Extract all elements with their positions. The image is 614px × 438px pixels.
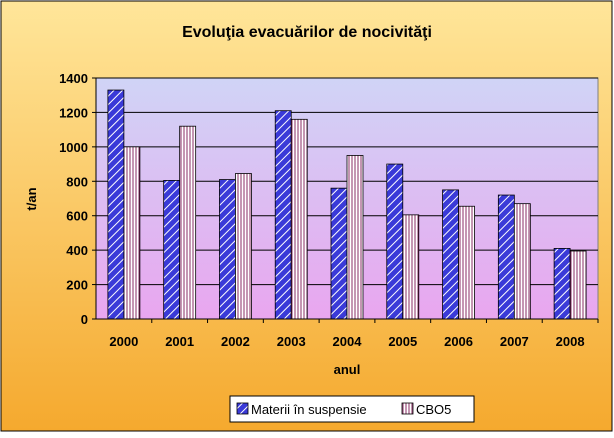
x-tick-label: 2008 (556, 334, 585, 349)
bar-series-2-2002 (235, 173, 252, 320)
y-tick-label: 0 (81, 312, 88, 327)
bar-series-2-2001 (179, 125, 197, 320)
x-tick-label: 2006 (444, 334, 473, 349)
legend-box (229, 395, 475, 423)
y-axis-label: t/an (24, 187, 39, 210)
x-tick-label: 2004 (333, 334, 363, 349)
legend: Materii în suspensie CBO5 (229, 395, 475, 423)
x-tick-label: 2001 (165, 334, 194, 349)
bar-series-2-2007 (513, 203, 531, 320)
x-axis-ticks: 2000 2001 2002 2003 2004 2005 2006 2007 2008 (109, 319, 599, 349)
legend-label-series-1: Materii în suspensie (251, 402, 367, 417)
bar-series-2-2003 (290, 118, 308, 320)
legend-label-series-2: CBO5 (416, 402, 451, 417)
y-tick-label: 1200 (59, 105, 88, 120)
legend-swatch-series-2 (401, 402, 414, 415)
y-tick-label: 200 (66, 278, 88, 293)
bar-series-2-2004 (346, 155, 364, 320)
y-tick-label: 1000 (59, 140, 88, 155)
x-axis-label: anul (334, 362, 361, 377)
bar-series-2-2008 (569, 250, 587, 320)
y-tick-label: 600 (66, 209, 88, 224)
x-tick-label: 2000 (109, 334, 138, 349)
x-tick-label: 2007 (500, 334, 529, 349)
bar-series-1-2003 (274, 110, 292, 320)
y-tick-label: 1400 (59, 71, 88, 86)
bar-series-1-2004 (330, 187, 348, 320)
x-tick-label: 2005 (388, 334, 417, 349)
bar-series-1-2002 (219, 179, 236, 320)
x-tick-label: 2002 (221, 334, 250, 349)
bar-series-1-2006 (442, 189, 459, 320)
bar-series-1-2001 (163, 180, 181, 320)
y-tick-label: 400 (66, 243, 88, 258)
bar-series-1-2008 (553, 248, 571, 320)
bar-series-2-2000 (123, 146, 141, 320)
bar-series-1-2005 (386, 163, 404, 320)
bar-series-1-2000 (107, 89, 125, 320)
bar-series-1-2007 (497, 194, 515, 320)
chart-title: Evoluţia evacuărilor de nocivităţi (182, 24, 432, 41)
legend-swatch-series-1 (236, 402, 249, 415)
x-tick-label: 2003 (277, 334, 306, 349)
y-axis-ticks: 0 200 400 600 800 1000 1200 1400 (59, 71, 96, 327)
bar-series-2-2006 (458, 205, 475, 320)
y-tick-label: 800 (66, 174, 88, 189)
bar-series-2-2005 (402, 214, 420, 320)
